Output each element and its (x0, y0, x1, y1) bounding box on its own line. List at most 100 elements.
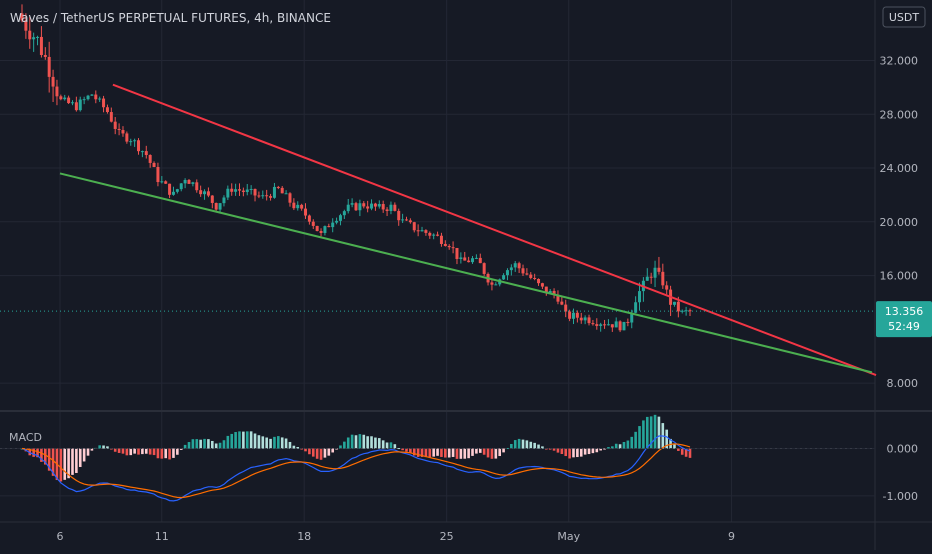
candle (148, 155, 152, 163)
macd-histogram-bar (323, 448, 327, 458)
candle (74, 102, 78, 111)
candle (171, 191, 175, 195)
candle (222, 197, 226, 204)
candle (272, 186, 276, 198)
macd-histogram-bar (529, 441, 533, 449)
macd-histogram-bar (478, 448, 482, 453)
macd-histogram-bar (653, 414, 657, 449)
candle (253, 188, 257, 196)
candle (630, 312, 634, 323)
macd-histogram-bar (389, 442, 393, 449)
candle (606, 324, 610, 326)
candle (482, 263, 486, 274)
candle (529, 274, 533, 278)
macd-histogram-bar (424, 448, 428, 458)
macd-histogram-bar (638, 426, 641, 449)
macd-tick-label: -1.000 (883, 490, 918, 503)
macd-histogram-bar (564, 448, 568, 457)
macd-histogram-bar (669, 438, 672, 449)
macd-histogram-bar (381, 440, 385, 449)
macd-line (21, 435, 691, 502)
candle (117, 128, 121, 131)
time-tick-label: 11 (155, 530, 169, 543)
candle (556, 295, 560, 302)
candle (447, 245, 451, 248)
candle (552, 290, 556, 296)
candle (164, 181, 168, 184)
candle (78, 99, 82, 111)
macd-histogram-bar (490, 448, 494, 459)
candle (432, 234, 436, 236)
macd-histogram-bar (113, 448, 117, 452)
macd-histogram-bar (44, 448, 47, 465)
macd-histogram-bar (385, 442, 389, 449)
macd-histogram-bar (525, 440, 529, 449)
candle (245, 189, 249, 193)
macd-histogram-bar (78, 448, 82, 467)
macd-histogram-bar (428, 448, 432, 458)
candle (618, 321, 622, 331)
macd-histogram-bar (90, 448, 94, 451)
macd-histogram-bar (622, 441, 626, 449)
macd-histogram-bar (572, 448, 575, 458)
candle (599, 324, 603, 326)
macd-histogram-bar (595, 448, 599, 453)
candle (160, 181, 164, 183)
candle (490, 282, 494, 285)
candle (304, 208, 308, 216)
macd-histogram-bar (482, 448, 486, 455)
candle (67, 97, 71, 104)
candle (82, 99, 86, 101)
macd-histogram-bar (614, 443, 618, 449)
candle (105, 107, 109, 113)
macd-histogram-bar (203, 438, 206, 449)
candle (350, 203, 354, 205)
candle (436, 234, 440, 236)
macd-histogram-bar (32, 448, 35, 457)
macd-histogram-bar (327, 448, 331, 456)
macd-histogram-bar (665, 429, 668, 449)
macd-histogram-bar (280, 437, 284, 449)
candle (234, 189, 238, 192)
candle (467, 260, 471, 263)
macd-histogram-bar (308, 448, 311, 455)
candle (342, 211, 346, 216)
macd-histogram-bar (607, 447, 610, 449)
candle (459, 257, 463, 259)
macd-histogram-bar (506, 447, 509, 449)
macd-histogram-bar (475, 448, 478, 454)
candle (455, 247, 459, 259)
macd-histogram-bar (230, 433, 234, 449)
candle (20, 13, 24, 21)
candle (237, 189, 241, 191)
macd-histogram-bar (541, 446, 544, 449)
macd-histogram-bar (86, 448, 90, 456)
macd-histogram-bar (265, 437, 268, 449)
candle (408, 220, 412, 223)
candle (94, 94, 98, 100)
macd-histogram-bar (226, 435, 230, 449)
candle (420, 230, 424, 232)
macd-histogram-bar (444, 448, 447, 458)
macd-histogram-bar (583, 448, 587, 455)
macd-histogram-bar (277, 436, 280, 449)
candle (276, 186, 280, 188)
candle (657, 267, 661, 272)
candle (109, 112, 113, 122)
macd-histogram-bar (242, 431, 245, 449)
macd-histogram-bar (537, 444, 540, 449)
price-tick-label: 28.000 (880, 108, 919, 121)
candle (583, 317, 587, 321)
candle (129, 141, 133, 143)
macd-histogram-bar (358, 434, 362, 449)
macd-histogram-bar (40, 448, 43, 462)
macd-histogram-bar (680, 448, 684, 455)
candles (20, 4, 692, 333)
macd-histogram-bar (498, 448, 501, 457)
candle (47, 56, 51, 77)
macd-histogram-bar (67, 448, 70, 479)
axes: 32.000 28.000 24.000 20.000 16.000 8.000 USDT 6… (9, 6, 932, 543)
macd-histogram-bar (587, 448, 591, 455)
macd-histogram-bar (253, 433, 257, 449)
